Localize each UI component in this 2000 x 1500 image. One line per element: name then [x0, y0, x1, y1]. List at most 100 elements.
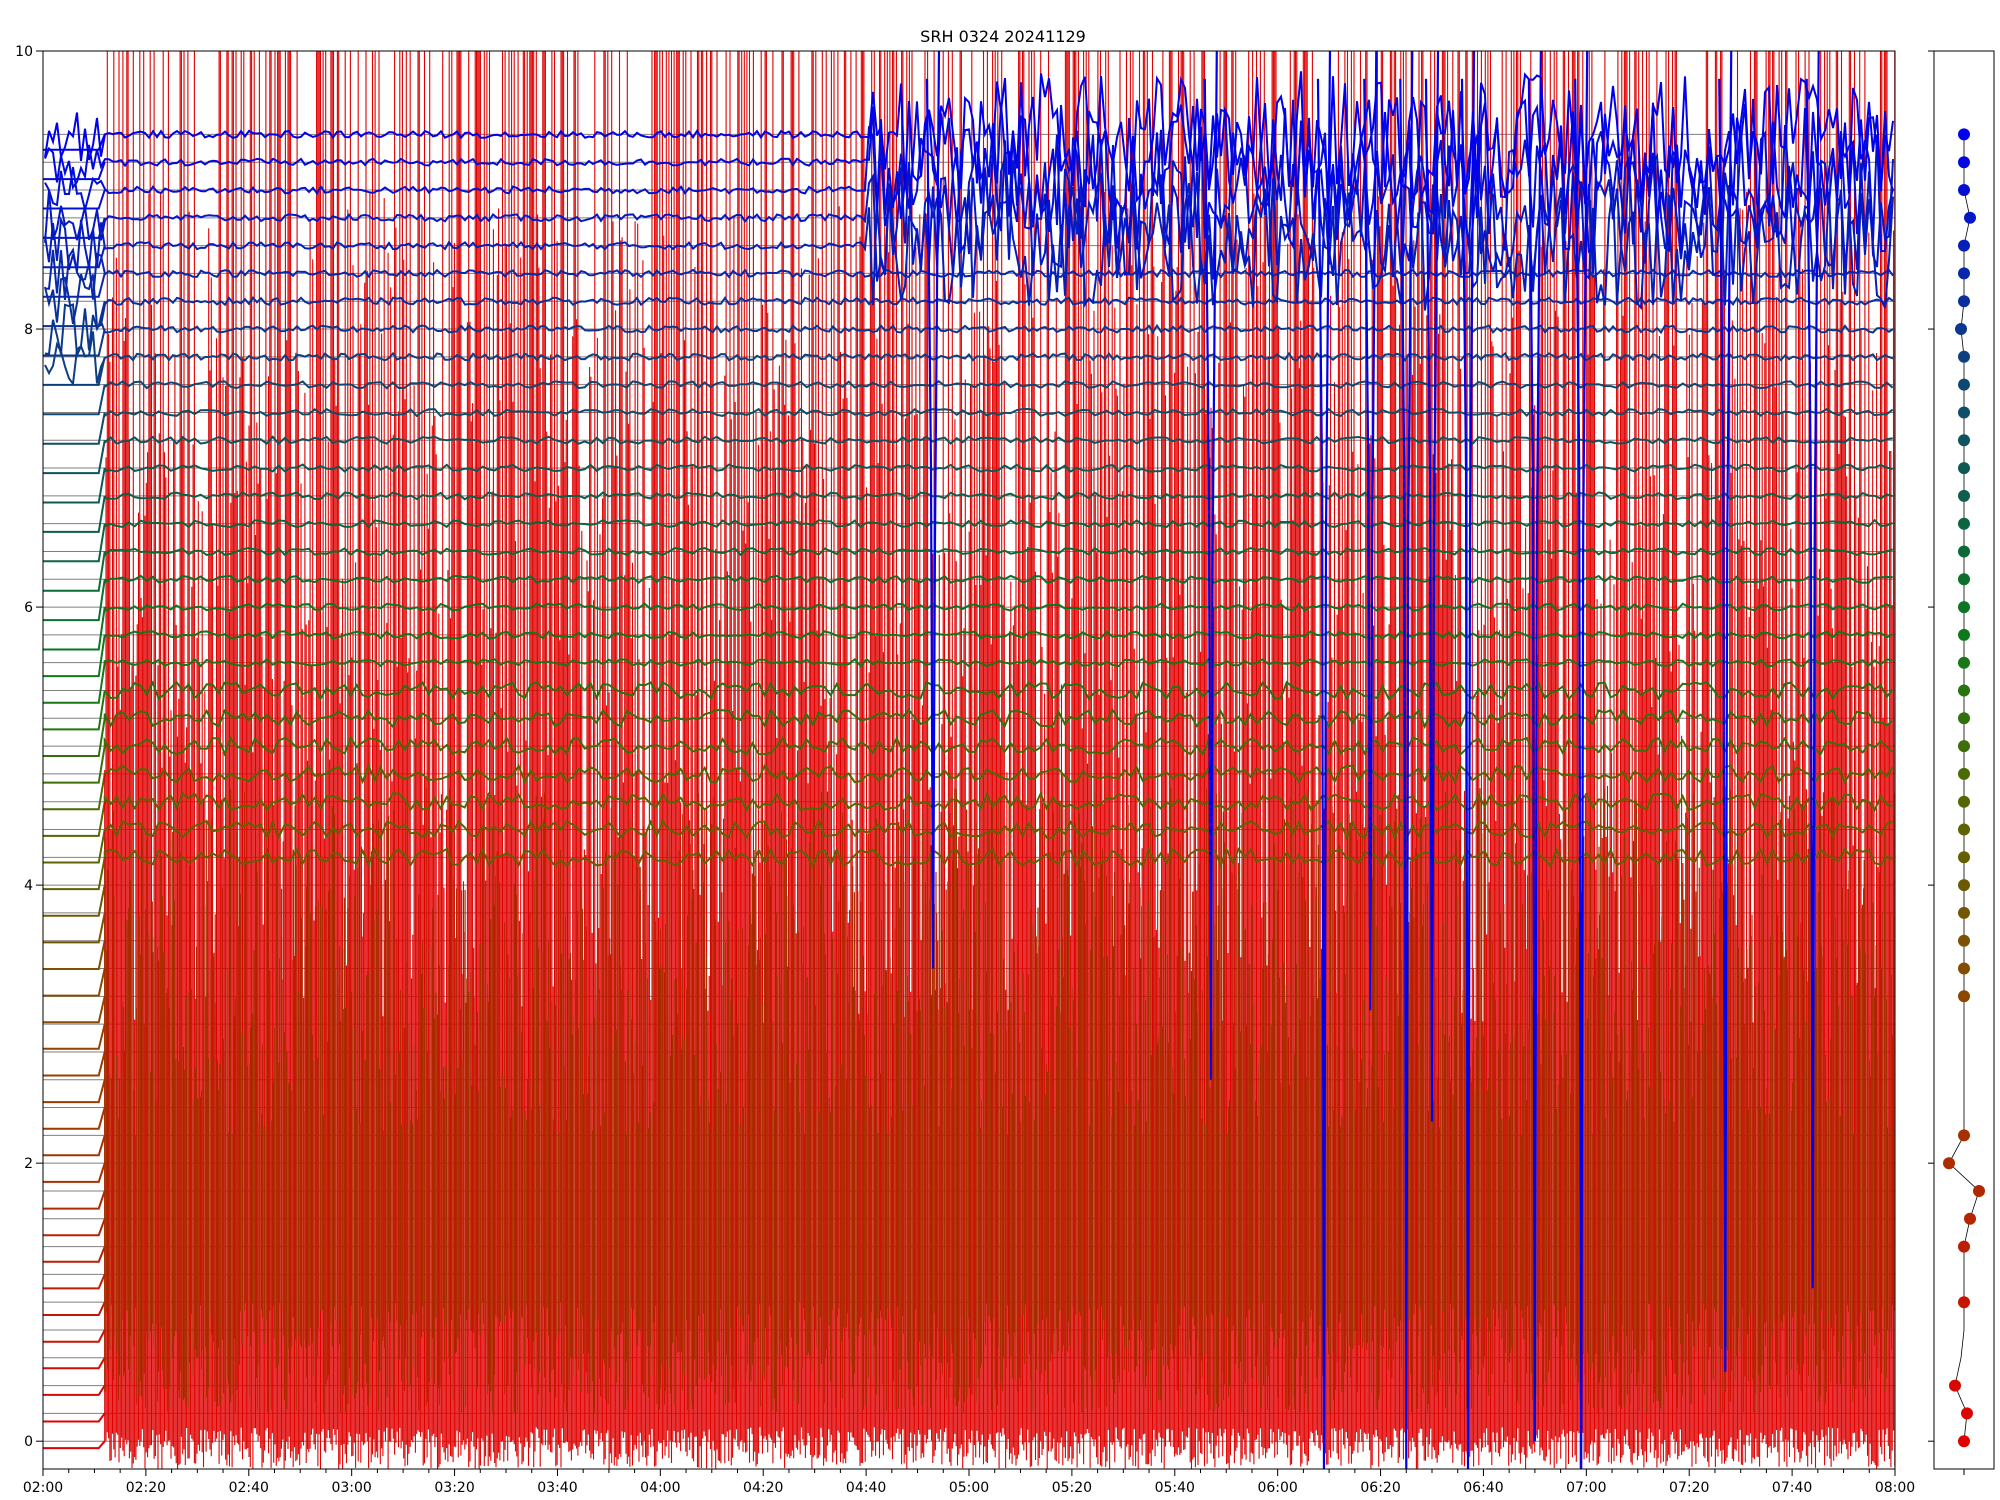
side-point-0: [1958, 1435, 1970, 1448]
early-trace-32: [43, 551, 106, 592]
trace-layer: [43, 51, 1895, 1469]
side-point-5: [1958, 1296, 1970, 1309]
early-trace-42: [43, 273, 106, 298]
x-tick-label: 05:00: [949, 1480, 989, 1496]
main-plot: 0 2 4 6 8 10 02:00 02:20 02:40 03:00 03:20 03:40 04:…: [15, 44, 1915, 1496]
early-trace-13: [43, 1079, 106, 1104]
early-trace-37: [43, 412, 106, 445]
channel-trace-32: [103, 546, 1894, 558]
x-tick-label: 06:20: [1360, 1480, 1400, 1496]
early-trace-30: [43, 606, 106, 651]
side-point-29: [1958, 628, 1970, 641]
channel-trace-26: [103, 708, 1894, 730]
side-point-45: [1958, 184, 1970, 196]
side-point-22: [1958, 823, 1970, 836]
channel-trace-33: [103, 518, 1894, 529]
side-point-47: [1958, 128, 1970, 141]
blue-dip-10: [1805, 51, 1820, 1289]
side-point-28: [1958, 656, 1970, 669]
x-tick-label: 03:40: [537, 1480, 577, 1496]
early-trace-36: [43, 440, 106, 475]
x-tick-label: 03:20: [434, 1480, 474, 1496]
early-trace-3: [43, 1357, 106, 1370]
y-tick-label: 4: [24, 878, 33, 894]
side-point-41: [1958, 295, 1970, 308]
channel-trace-30: [103, 602, 1894, 612]
early-trace-14: [43, 1051, 106, 1077]
side-point-40: [1955, 323, 1967, 335]
early-trace-27: [43, 690, 106, 731]
early-trace-22: [43, 829, 106, 864]
side-point-38: [1958, 378, 1970, 391]
early-trace-47: [43, 134, 106, 151]
early-trace-18: [43, 940, 106, 970]
early-trace-11: [43, 1135, 106, 1157]
y-tick-label: 6: [24, 600, 33, 616]
channel-trace-38: [103, 380, 1894, 390]
spike-layer-brown: [104, 787, 1895, 1414]
side-point-11: [1958, 1129, 1970, 1142]
side-point-32: [1958, 545, 1970, 558]
side-point-43: [1958, 239, 1970, 252]
channel-trace-40: [44, 303, 1894, 360]
blue-dip-8: [1574, 51, 1589, 1469]
channel-trace-22: [103, 819, 1894, 840]
early-trace-17: [43, 968, 106, 997]
early-trace-25: [43, 745, 106, 784]
x-tick-label: 04:00: [640, 1480, 680, 1496]
early-trace-20: [43, 884, 106, 917]
broadband-spikes: [104, 51, 1895, 1469]
x-tick-label: 07:20: [1669, 1480, 1709, 1496]
side-point-2: [1949, 1379, 1961, 1392]
early-trace-8: [43, 1218, 106, 1237]
side-point-35: [1958, 462, 1970, 475]
side-point-1: [1961, 1407, 1973, 1420]
side-point-46: [1958, 156, 1970, 169]
side-point-39: [1958, 350, 1970, 363]
x-tick-label: 04:20: [743, 1480, 783, 1496]
side-point-44: [1964, 211, 1976, 224]
side-point-21: [1958, 851, 1970, 864]
early-trace-31: [43, 579, 106, 622]
early-trace-15: [43, 1023, 106, 1050]
side-point-19: [1958, 906, 1970, 919]
early-trace-28: [43, 662, 106, 704]
main-axes: 0 2 4 6 8 10 02:00 02:20 02:40 03:00 03:20 03:40 04:…: [15, 44, 1915, 1496]
early-trace-10: [43, 1162, 106, 1183]
side-axes: [1928, 50, 1965, 1475]
early-trace-4: [43, 1329, 106, 1343]
early-trace-1: [43, 1412, 106, 1423]
side-point-23: [1958, 795, 1970, 808]
x-tick-label: 05:40: [1155, 1480, 1195, 1496]
side-point-26: [1958, 712, 1970, 725]
side-point-27: [1958, 684, 1970, 697]
channel-trace-21: [103, 846, 1894, 868]
early-trace-38: [43, 384, 106, 416]
side-point-8: [1964, 1212, 1976, 1225]
early-trace-26: [43, 718, 106, 757]
channel-trace-34: [103, 491, 1894, 501]
blue-dip-2: [1316, 51, 1332, 1469]
channel-trace-45: [44, 124, 1894, 255]
blue-dip-4: [1399, 51, 1414, 1469]
side-point-36: [1958, 434, 1970, 447]
x-tick-label: 07:40: [1772, 1480, 1812, 1496]
x-tick-label: 05:20: [1052, 1480, 1092, 1496]
channel-trace-31: [103, 574, 1893, 585]
x-tick-label: 08:00: [1875, 1480, 1915, 1496]
x-tick-label: 06:00: [1257, 1480, 1297, 1496]
x-tick-label: 02:20: [126, 1480, 166, 1496]
early-trace-29: [43, 634, 106, 678]
side-point-10: [1943, 1157, 1955, 1170]
x-tick-label: 03:00: [331, 1480, 371, 1496]
side-point-9: [1973, 1185, 1985, 1197]
x-tick-label: 04:40: [846, 1480, 886, 1496]
y-tick-label: 0: [24, 1434, 33, 1450]
chart-title: SRH 0324 20241129: [920, 27, 1086, 46]
early-trace-19: [43, 912, 106, 944]
x-tick-label: 06:40: [1463, 1480, 1503, 1496]
side-point-24: [1958, 767, 1970, 780]
side-point-37: [1958, 406, 1970, 419]
early-trace-12: [43, 1107, 106, 1130]
